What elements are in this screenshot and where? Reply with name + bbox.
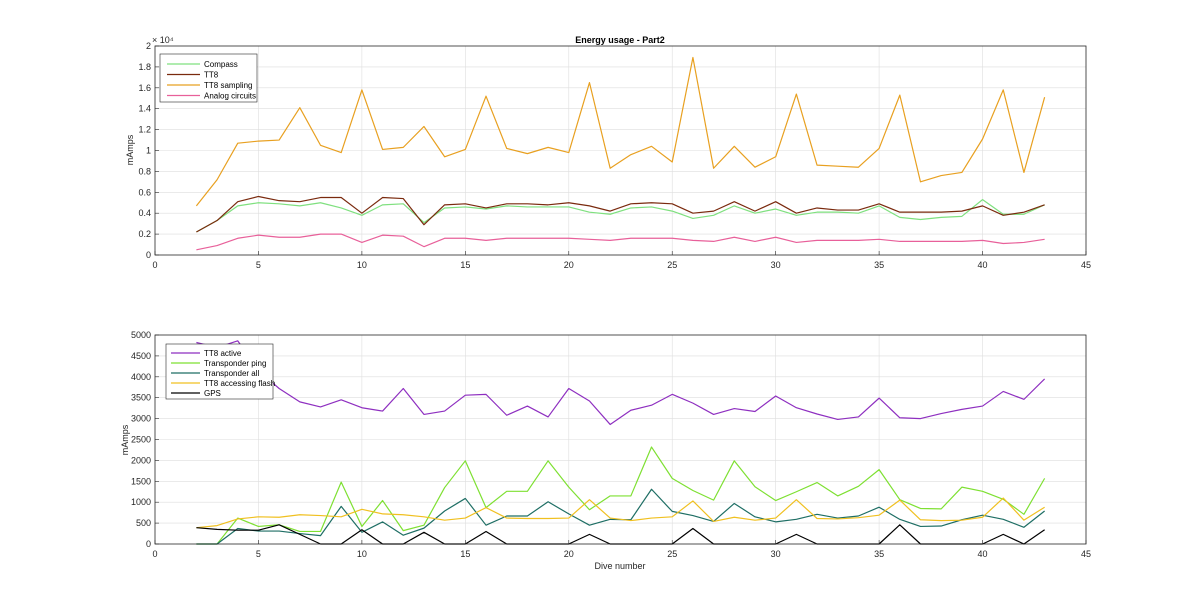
top-x-tick-label: 5: [256, 260, 261, 270]
top-y-tick-label: 0.6: [138, 187, 151, 197]
top-y-tick-label: 0: [146, 250, 151, 260]
legend-label-analog-circuits: Analog circuits: [204, 92, 256, 101]
top-chart-legend: Compass TT8 TT8 sampling Analog circuits: [159, 53, 258, 103]
top-y-tick-label: 1.2: [138, 125, 151, 135]
bottom-y-tick-label: 1500: [131, 476, 151, 486]
series-line-tt8-sampling: [195, 56, 1046, 207]
legend-label-transponder-all: Transponder all: [204, 369, 260, 378]
bottom-y-tick-label: 3500: [131, 393, 151, 403]
bottom-x-tick-label: 45: [1081, 549, 1091, 559]
legend-entry-tt8-active: TT8 active: [171, 349, 242, 358]
bottom-y-tick-label: 0: [146, 539, 151, 549]
legend-label-tt8-active: TT8 active: [204, 349, 242, 358]
bottom-x-tick-label: 5: [256, 549, 261, 559]
top-chart: 0 5 10 15 20 25 30 35 40 45 0 0.2 0.4 0.6 0.8 1 1.2 1.4 1.…: [125, 35, 1091, 270]
bottom-y-tick-label: 2500: [131, 435, 151, 445]
top-y-tick-label: 1.4: [138, 104, 151, 114]
bottom-x-tick-label: 15: [460, 549, 470, 559]
top-x-tick-label: 15: [460, 260, 470, 270]
series-line-tt8: [196, 195, 1045, 233]
bottom-chart-grid: [155, 335, 1086, 544]
bottom-chart: 0 5 10 15 20 25 30 35 40 45 0 500 1000 1500 2000 2500 30…: [120, 330, 1091, 571]
top-y-tick-label: 1.8: [138, 62, 151, 72]
series-line-tt8-accessing-flash: [196, 497, 1045, 529]
bottom-y-tick-label: 4500: [131, 351, 151, 361]
bottom-x-tick-label: 0: [152, 549, 157, 559]
legend-label-gps: GPS: [204, 389, 221, 398]
top-y-tick-label: 1: [146, 146, 151, 156]
top-y-tick-label: 2: [146, 41, 151, 51]
series-line-analog-circuits: [196, 233, 1045, 251]
bottom-chart-ticks: 0 5 10 15 20 25 30 35 40 45 0 500 1000 1500 2000 2500 30…: [131, 330, 1091, 559]
series-line-tt8-active: [196, 340, 1046, 426]
bottom-y-tick-label: 2000: [131, 455, 151, 465]
legend-label-tt8: TT8: [204, 71, 219, 80]
series-line-compass: [196, 199, 1045, 233]
legend-label-tt8-accessing-flash: TT8 accessing flash: [204, 379, 275, 388]
top-chart-y-axis-label: mAmps: [125, 134, 135, 165]
top-x-tick-label: 45: [1081, 260, 1091, 270]
top-chart-title: Energy usage - Part2: [575, 35, 665, 45]
top-y-tick-label: 0.2: [138, 229, 151, 239]
bottom-chart-y-axis-label: mAmps: [120, 424, 130, 455]
legend-entry-transponder-ping: Transponder ping: [171, 359, 266, 368]
bottom-x-tick-label: 35: [874, 549, 884, 559]
top-x-tick-label: 40: [978, 260, 988, 270]
bottom-y-tick-label: 500: [136, 518, 151, 528]
bottom-x-tick-label: 20: [564, 549, 574, 559]
top-x-tick-label: 35: [874, 260, 884, 270]
legend-entry-tt8-accessing-flash: TT8 accessing flash: [171, 379, 275, 388]
legend-entry-transponder-all: Transponder all: [171, 369, 260, 378]
legend-entry-tt8-sampling: TT8 sampling: [167, 81, 252, 90]
top-x-tick-label: 25: [667, 260, 677, 270]
top-y-tick-label: 0.4: [138, 208, 151, 218]
top-chart-ticks: 0 5 10 15 20 25 30 35 40 45 0 0.2 0.4 0.6 0.8 1 1.2 1.4 1.…: [138, 41, 1091, 270]
legend-entry-tt8: TT8: [167, 71, 219, 80]
bottom-x-tick-label: 30: [771, 549, 781, 559]
bottom-y-tick-label: 5000: [131, 330, 151, 340]
bottom-chart-legend: TT8 active Transponder ping Transponder …: [165, 343, 275, 400]
top-x-tick-label: 20: [564, 260, 574, 270]
top-x-tick-label: 10: [357, 260, 367, 270]
series-line-transponder-ping: [196, 446, 1046, 545]
legend-entry-compass: Compass: [167, 60, 238, 69]
top-y-tick-label: 1.6: [138, 83, 151, 93]
legend-label-tt8-sampling: TT8 sampling: [204, 81, 252, 90]
bottom-x-tick-label: 10: [357, 549, 367, 559]
legend-entry-gps: GPS: [171, 389, 221, 398]
top-x-tick-label: 30: [771, 260, 781, 270]
bottom-y-tick-label: 3000: [131, 414, 151, 424]
legend-label-compass: Compass: [204, 60, 238, 69]
top-y-tick-label: 0.8: [138, 166, 151, 176]
bottom-y-tick-label: 1000: [131, 497, 151, 507]
top-chart-grid: [155, 46, 1086, 255]
top-x-tick-label: 0: [152, 260, 157, 270]
bottom-chart-x-axis-label: Dive number: [594, 561, 645, 571]
bottom-y-tick-label: 4000: [131, 372, 151, 382]
legend-entry-analog-circuits: Analog circuits: [167, 92, 256, 101]
top-chart-exponent-label: × 10⁴: [152, 35, 174, 45]
legend-label-transponder-ping: Transponder ping: [204, 359, 266, 368]
top-chart-series: [195, 56, 1046, 251]
bottom-x-tick-label: 40: [978, 549, 988, 559]
bottom-x-tick-label: 25: [667, 549, 677, 559]
